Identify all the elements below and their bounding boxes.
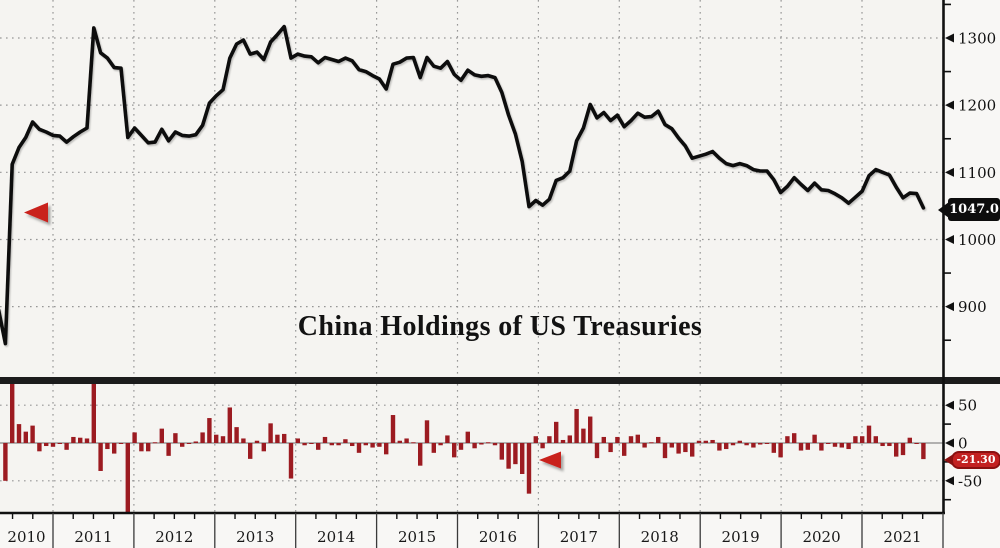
y-axis-tick-label: 1000 xyxy=(958,231,996,249)
x-axis-year-label: 2010 xyxy=(7,528,45,546)
x-axis-year-label: 2011 xyxy=(74,528,112,546)
x-axis-year-label: 2018 xyxy=(641,528,679,546)
panel-divider xyxy=(0,377,1000,384)
x-axis-year-label: 2019 xyxy=(722,528,760,546)
x-axis-year-label: 2013 xyxy=(236,528,274,546)
x-axis-year-label: 2020 xyxy=(802,528,840,546)
y-axis-tick-label: 900 xyxy=(958,298,987,316)
y-axis-bottom-labels: 50 0 -50 xyxy=(944,397,982,501)
top-panel-gridlines xyxy=(0,37,943,308)
x-axis-year-label: 2021 xyxy=(883,528,921,546)
y-axis-tick-label: -50 xyxy=(958,472,982,490)
x-axis-year-label: 2012 xyxy=(155,528,193,546)
vertical-gridlines xyxy=(52,0,863,513)
monthly-change-bars xyxy=(3,384,926,513)
x-axis-quarter-ticks xyxy=(11,513,924,519)
x-axis-year-strip: 2010 2011 2012 2013 2014 2015 2016 2017 2018 2019… xyxy=(7,513,944,548)
y-axis-tick-label: 1100 xyxy=(958,164,996,182)
y-axis-top-labels: 1300 1200 1100 1000 900 xyxy=(944,3,996,342)
y-axis-tick-label: 1200 xyxy=(958,97,996,115)
target-dashed-line-change xyxy=(539,451,926,469)
holdings-line xyxy=(0,24,926,346)
axes xyxy=(0,0,945,515)
last-value-badge-holdings: 1047.0 xyxy=(948,198,1000,221)
x-axis-year-label: 2015 xyxy=(398,528,436,546)
x-axis-year-label: 2014 xyxy=(317,528,355,546)
y-axis-tick-label: 1300 xyxy=(958,30,996,48)
y-axis-tick-label: 0 xyxy=(958,435,968,453)
x-axis-year-label: 2016 xyxy=(479,528,517,546)
target-dashed-line-holdings xyxy=(24,202,939,223)
x-axis-year-label: 2017 xyxy=(560,528,598,546)
last-value-badge-change: -21.30 xyxy=(951,451,1000,469)
y-axis-tick-label: 50 xyxy=(958,397,977,415)
plot-background xyxy=(0,0,943,513)
